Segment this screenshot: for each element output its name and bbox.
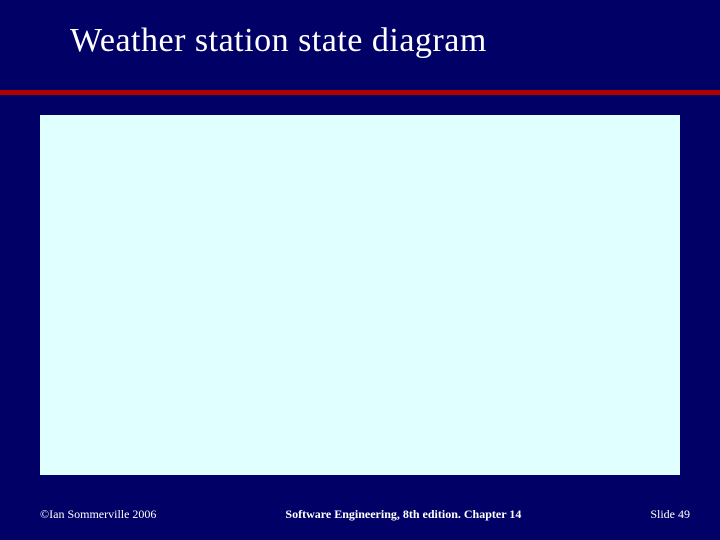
footer-book-reference: Software Engineering, 8th edition. Chapt… <box>156 507 650 522</box>
footer-slide-number: Slide 49 <box>650 507 720 522</box>
content-panel <box>40 115 680 475</box>
title-underline-rule <box>0 90 720 95</box>
title-area: Weather station state diagram <box>0 0 720 90</box>
footer-copyright: ©Ian Sommerville 2006 <box>0 507 156 522</box>
slide-footer: ©Ian Sommerville 2006 Software Engineeri… <box>0 507 720 522</box>
footer-slide-num: 49 <box>678 507 690 521</box>
footer-slide-prefix: Slide <box>650 507 678 521</box>
slide-title: Weather station state diagram <box>70 22 680 60</box>
